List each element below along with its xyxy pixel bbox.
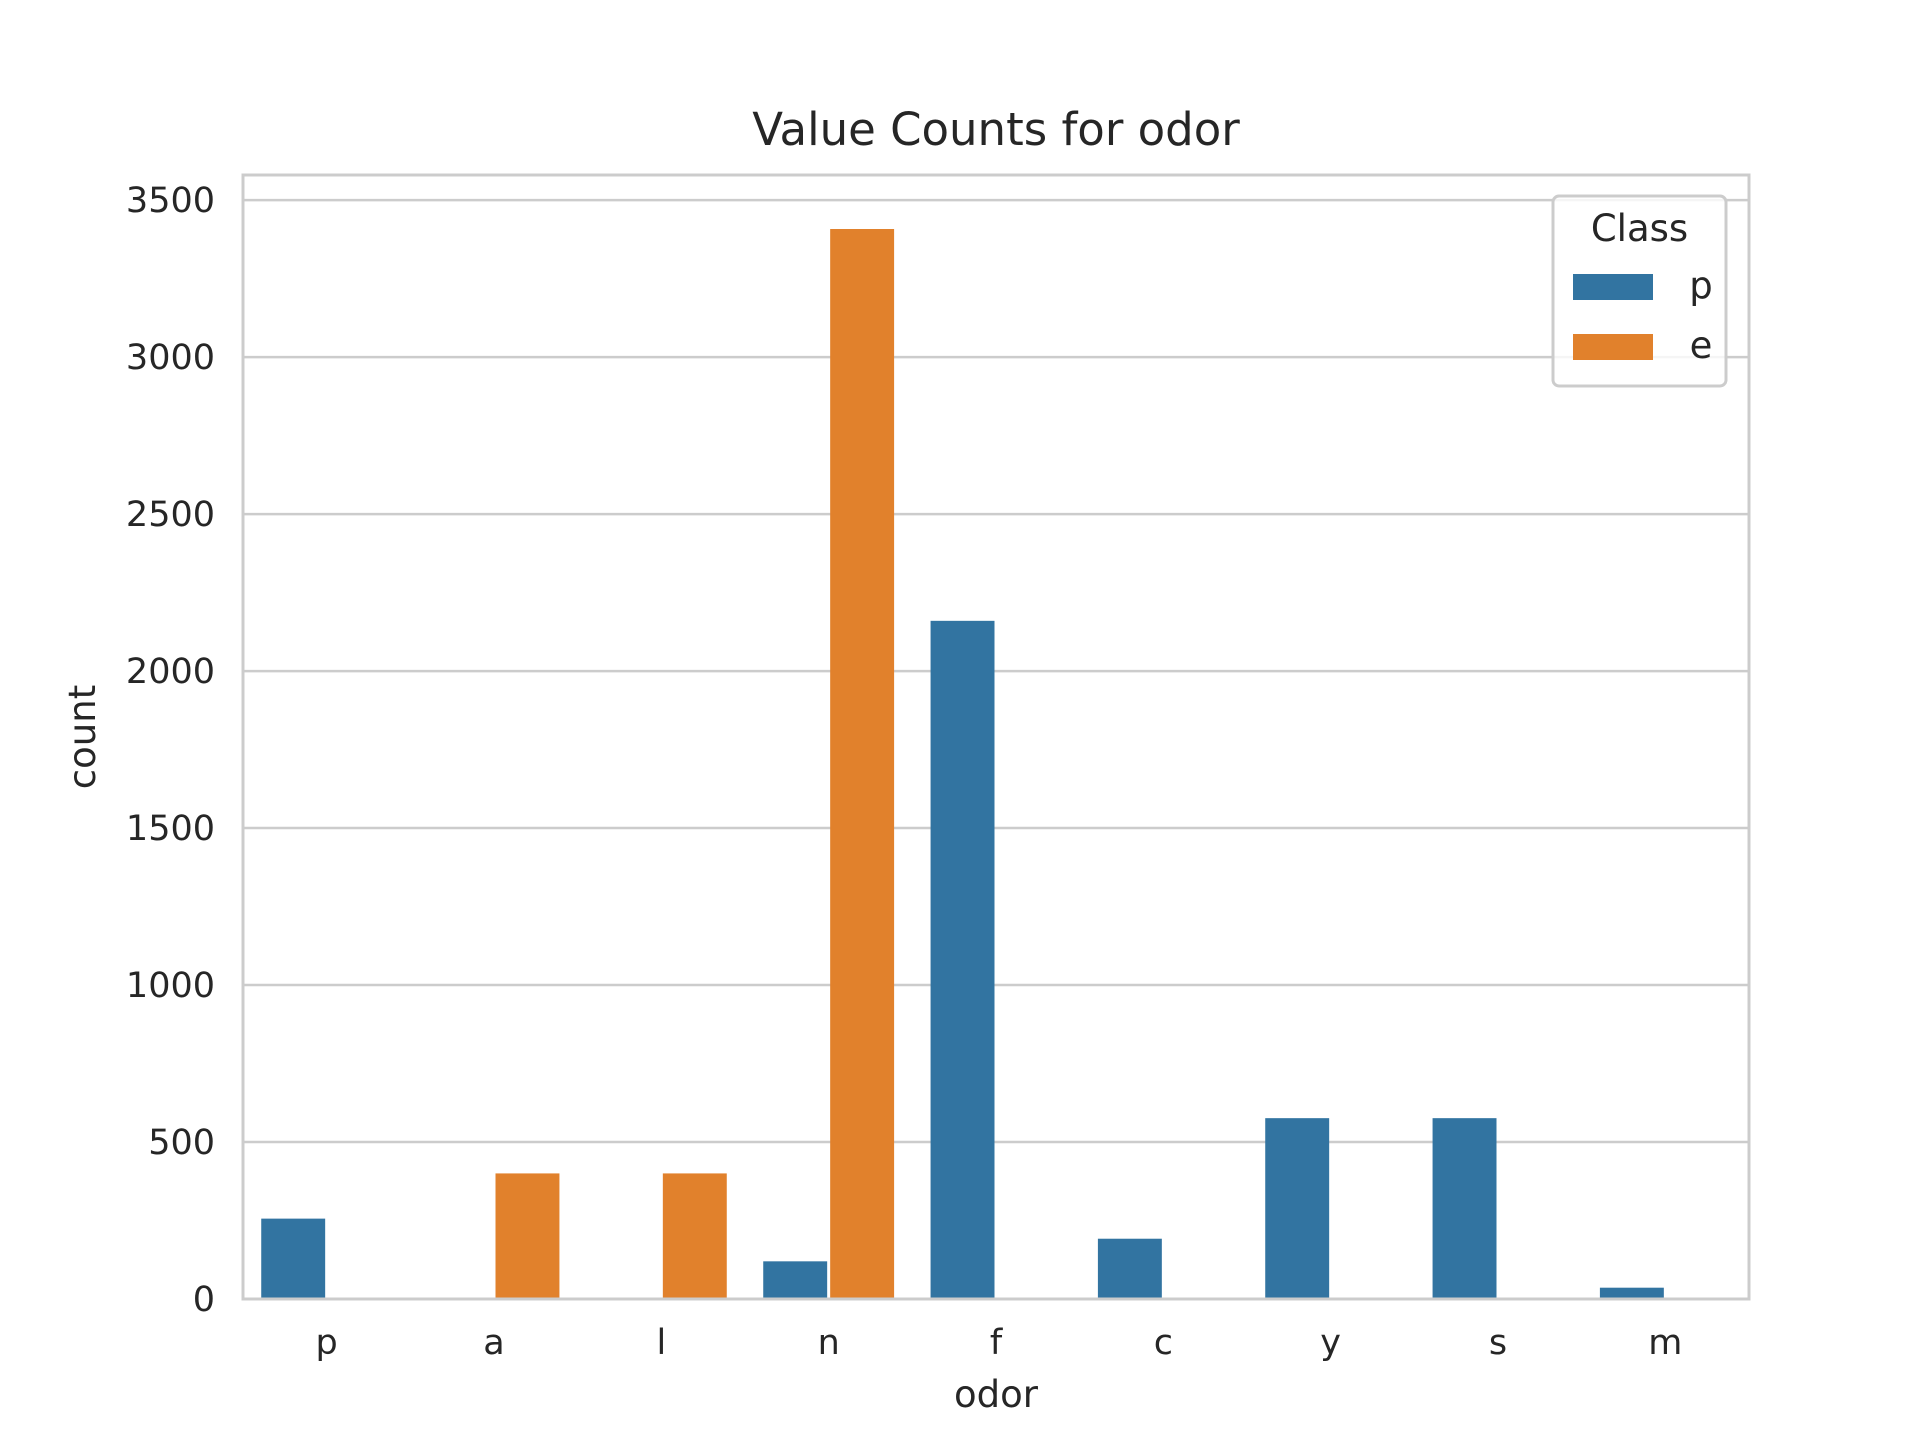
legend-label-e: e	[1690, 324, 1713, 367]
bars	[261, 229, 1664, 1300]
bar-p-p	[261, 1218, 326, 1299]
x-tick-label: p	[316, 1323, 338, 1363]
y-axis-label: count	[61, 685, 104, 789]
bar-a-e	[495, 1173, 560, 1299]
x-tick-label: a	[483, 1323, 504, 1363]
bar-s-p	[1432, 1118, 1497, 1299]
bar-y-p	[1265, 1118, 1330, 1299]
legend: Class pe	[1551, 194, 1728, 388]
bar-m-p	[1599, 1287, 1664, 1299]
y-tick-label: 500	[148, 1123, 215, 1163]
y-tick-label: 3500	[126, 181, 215, 221]
bar-n-p	[763, 1261, 828, 1299]
chart-title: Value Counts for odor	[752, 103, 1240, 156]
y-tick-label: 0	[193, 1280, 215, 1320]
bar-n-e	[830, 229, 895, 1300]
legend-swatch-p	[1573, 274, 1653, 300]
y-tick-label: 1000	[126, 966, 215, 1006]
bar-f-p	[930, 620, 995, 1299]
x-tick-label: s	[1489, 1323, 1507, 1363]
x-tick-label: n	[818, 1323, 840, 1363]
x-tick-label: y	[1320, 1323, 1341, 1363]
x-tick-label: m	[1648, 1323, 1682, 1363]
legend-label-p: p	[1689, 264, 1713, 307]
x-tick-label: c	[1154, 1323, 1173, 1363]
x-tick-label: l	[656, 1323, 666, 1363]
gridlines	[243, 198, 1749, 1301]
bar-c-p	[1097, 1238, 1162, 1299]
bar-l-e	[662, 1173, 727, 1299]
plot-frame	[241, 173, 1751, 1301]
y-tick-label: 2000	[126, 652, 215, 692]
y-tick-labels: 0 500 1000 1500 2000 2500 3000 3500	[126, 181, 215, 1320]
y-tick-label: 2500	[126, 495, 215, 535]
legend-swatch-e	[1573, 334, 1653, 360]
legend-title: Class	[1591, 207, 1688, 250]
x-axis-label: odor	[954, 1373, 1039, 1416]
legend-items: pe	[1573, 264, 1713, 367]
y-tick-label: 1500	[126, 809, 215, 849]
y-tick-label: 3000	[126, 338, 215, 378]
x-tick-label: f	[990, 1323, 1003, 1363]
